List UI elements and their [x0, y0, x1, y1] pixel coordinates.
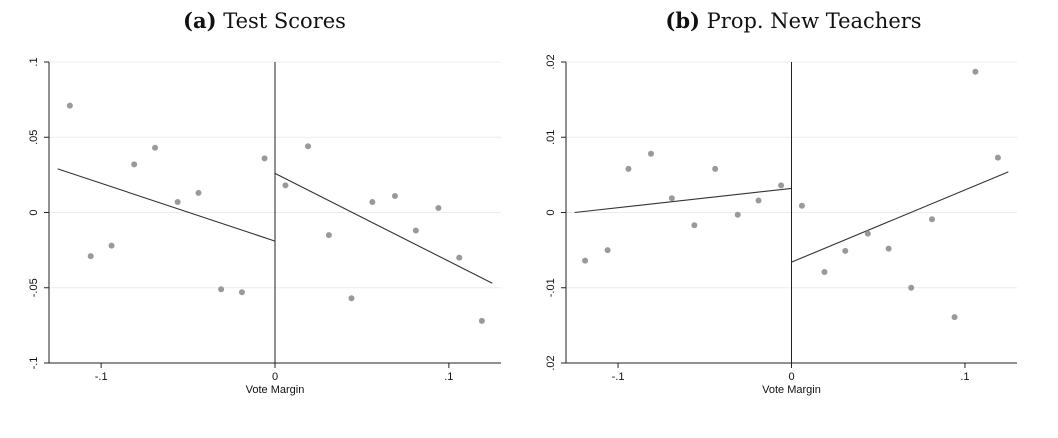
- chart-b-point: [755, 197, 762, 204]
- chart-a-point: [412, 227, 419, 234]
- chart-b-plot: .02 -.01 0 .01 .02 -.1 0 .1 Vote Margin: [545, 54, 1017, 396]
- chart-b-fit-line-left: [574, 187, 792, 214]
- chart-a-x-tick-label: .1: [444, 371, 453, 383]
- chart-b-title: (b) Prop. New Teachers: [529, 8, 1058, 33]
- chart-b-x-axis-label: Vote Margin: [762, 384, 821, 396]
- chart-a-point: [261, 155, 268, 162]
- chart-a-plot: -.1 -.05 0 .05 .1 -.1 0 .1 Vote Margin: [28, 57, 501, 396]
- chart-a-point: [478, 317, 485, 324]
- chart-a-x-axis-label: Vote Margin: [246, 384, 305, 396]
- chart-b-point: [712, 165, 719, 172]
- chart-a-point: [391, 192, 398, 199]
- chart-a-point: [305, 143, 312, 150]
- chart-b-x-tick-label: 0: [788, 371, 794, 383]
- chart-a-y-tick-label: -.05: [28, 278, 40, 297]
- chart-a-title: (a) Test Scores: [0, 8, 529, 33]
- chart-a-fit-line-right: [274, 172, 493, 284]
- chart-b-y-tick-label: .01: [545, 130, 557, 145]
- chart-a-point: [174, 198, 181, 205]
- chart-a-fit-line-left: [57, 168, 276, 242]
- chart-b-point: [864, 230, 871, 237]
- chart-b-point: [734, 211, 741, 218]
- chart-b-point: [929, 216, 936, 223]
- chart-a-point: [152, 144, 159, 151]
- chart-b-point: [951, 314, 958, 321]
- chart-b-point: [691, 222, 698, 229]
- chart-a-x-tick-label: 0: [272, 371, 278, 383]
- chart-a-point: [325, 232, 332, 239]
- chart-a-point: [195, 189, 202, 196]
- chart-a-point: [435, 204, 442, 211]
- chart-a-point: [131, 161, 138, 168]
- chart-b-point: [908, 284, 915, 291]
- chart-a-point: [348, 295, 355, 302]
- chart-b-point: [604, 247, 611, 254]
- chart-b-point: [842, 247, 849, 254]
- chart-a-panel-label: (a): [183, 8, 217, 33]
- chart-a-x-tick-label: -.1: [95, 371, 108, 383]
- chart-b-point: [778, 182, 785, 189]
- chart-b-point: [972, 68, 979, 75]
- chart-b-y-tick-label: .02: [545, 355, 557, 370]
- chart-a-point: [218, 286, 225, 293]
- chart-a-point: [456, 254, 463, 261]
- chart-a-title-text: Test Scores: [223, 9, 346, 33]
- chart-b-title-text: Prop. New Teachers: [706, 9, 922, 33]
- chart-a-point: [108, 242, 115, 249]
- chart-a-point: [87, 253, 94, 260]
- chart-a-y-tick-label: 0: [28, 209, 40, 215]
- chart-a-y-tick-label: .1: [28, 57, 40, 66]
- chart-a-point: [238, 289, 245, 296]
- chart-b-point: [625, 165, 632, 172]
- chart-b-fit-line-right: [791, 171, 1009, 263]
- chart-b-point: [821, 268, 828, 275]
- chart-b-y-tick-label: -.01: [545, 278, 557, 297]
- chart-b-point: [647, 150, 654, 157]
- chart-a-point: [369, 198, 376, 205]
- chart-a-y-tick-label: .05: [28, 130, 40, 145]
- chart-a-y-tick-label: -.1: [28, 357, 40, 370]
- chart-b-panel-label: (b): [665, 8, 700, 33]
- chart-b-point: [582, 257, 589, 264]
- chart-b-x-tick-label: .1: [960, 371, 969, 383]
- chart-b-y-tick-label: 0: [545, 209, 557, 215]
- chart-b-point: [994, 154, 1001, 161]
- chart-b-x-tick-label: -.1: [612, 371, 625, 383]
- chart-b-y-tick-label: .02: [545, 54, 557, 69]
- chart-b-point: [668, 195, 675, 202]
- chart-b-point: [885, 245, 892, 252]
- chart-b-point: [798, 202, 805, 209]
- chart-a-point: [66, 102, 73, 109]
- chart-a-point: [282, 182, 289, 189]
